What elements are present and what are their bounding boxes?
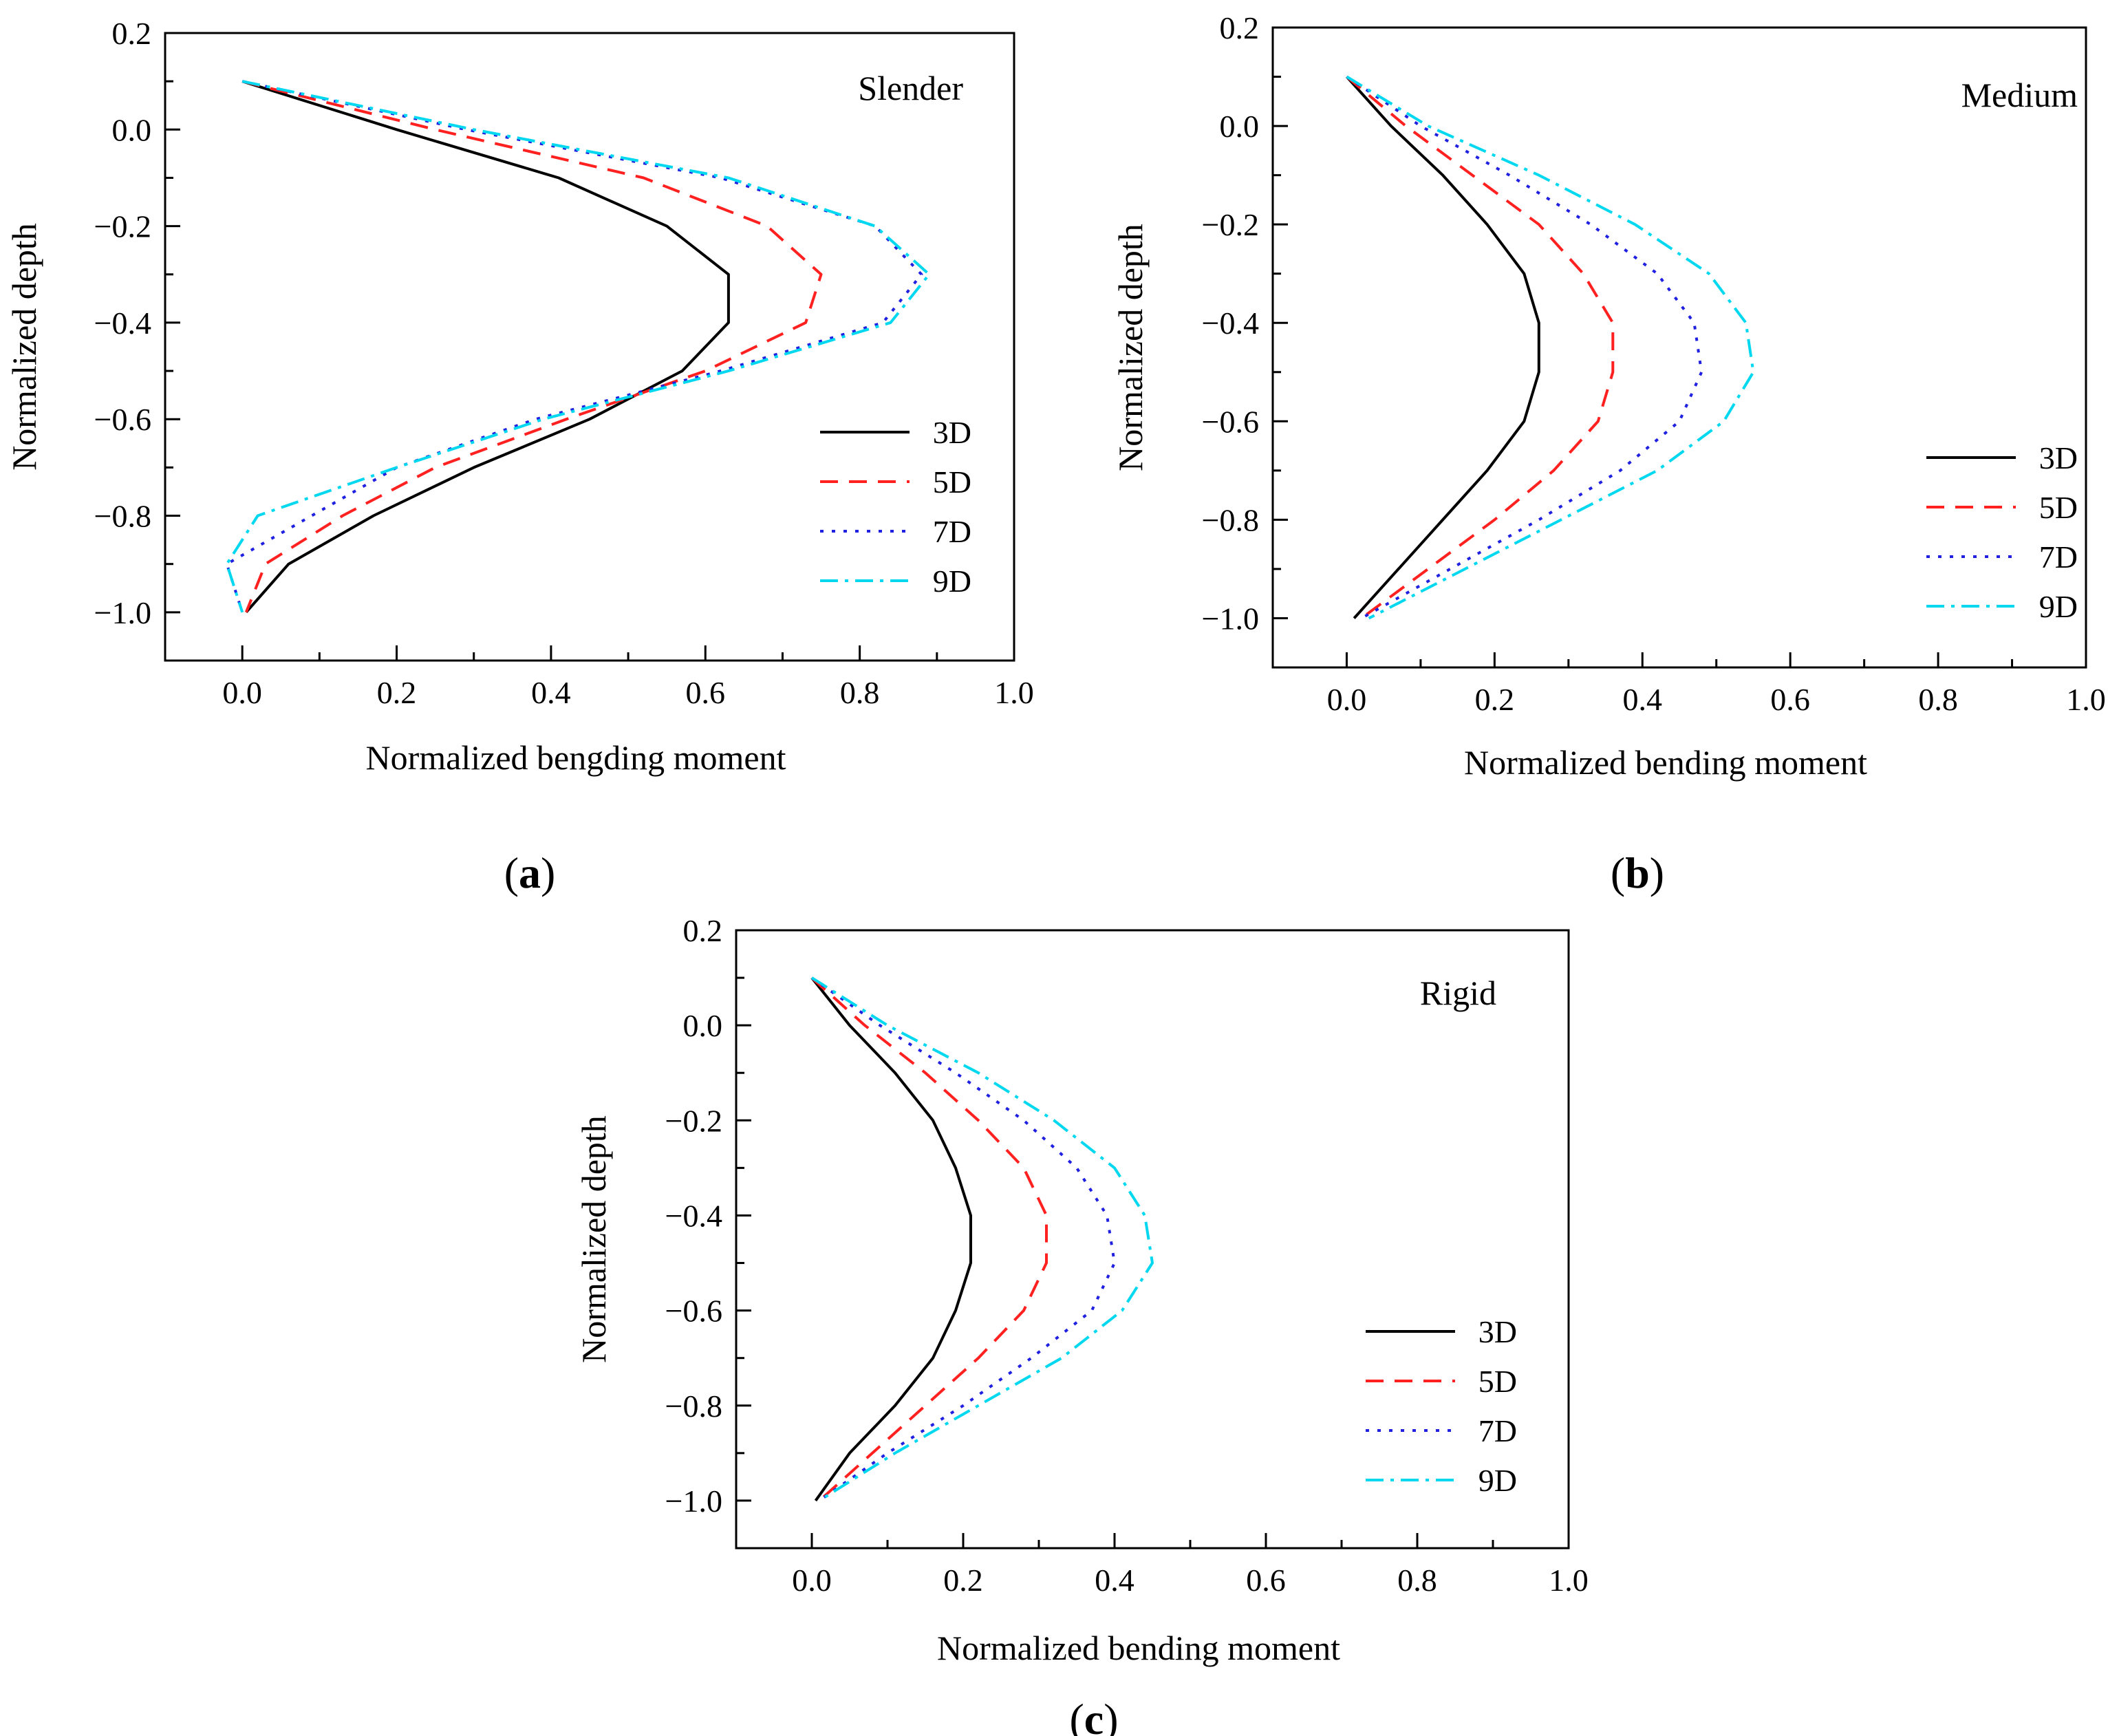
legend: 3D 5D 7D 9D: [1926, 440, 2078, 624]
y-tick-label: −0.2: [1202, 207, 1259, 242]
x-tick-label: 0.4: [1623, 682, 1663, 717]
x-tick-label: 0.6: [1246, 1563, 1286, 1598]
y-tick-label: 0.0: [1220, 109, 1260, 144]
y-tick-label: −0.2: [94, 209, 151, 244]
x-tick-label: 0.8: [840, 675, 880, 710]
panel-a: 0.0 0.2 0.4 0.6 0.8 1.0 0.2 0.0 −0.2 −0.4 −0.6 −0.8…: [5, 16, 1034, 897]
y-tick-label: −0.8: [665, 1389, 722, 1424]
y-axis-title: Normalized depth: [574, 1115, 613, 1363]
series-line-3D: [1346, 76, 1540, 619]
legend-label-5D: 5D: [2039, 490, 2078, 525]
x-tick-label: 1.0: [1549, 1563, 1589, 1598]
y-axis: 0.2 0.0 −0.2 −0.4 −0.6 −0.8 −1.0: [665, 913, 751, 1550]
y-axis-title: Normalized depth: [1111, 224, 1150, 471]
legend-label-3D: 3D: [1478, 1314, 1517, 1349]
legend-label-9D: 9D: [2039, 589, 2078, 624]
series-lines: [1346, 75, 1755, 620]
x-tick-label: 0.8: [1918, 682, 1958, 717]
x-tick-label: 0.6: [1770, 682, 1810, 717]
panel-title: Medium: [1961, 76, 2078, 114]
series-line-9D: [810, 976, 1154, 1502]
x-axis: 0.0 0.2 0.4 0.6 0.8 1.0: [735, 1533, 1589, 1598]
series-lines: [810, 976, 1154, 1502]
plot-frame: [164, 32, 1015, 662]
x-tick-label: 1.0: [2066, 682, 2106, 717]
y-tick-label: 0.2: [112, 16, 152, 51]
legend-label-5D: 5D: [933, 464, 971, 500]
x-axis-title: Normalized bengding moment: [366, 738, 786, 777]
x-tick-label: 0.6: [686, 675, 726, 710]
y-tick-label: −1.0: [94, 595, 151, 630]
legend-label-3D: 3D: [2039, 440, 2078, 475]
series-line-7D: [810, 976, 1116, 1502]
x-tick-label: 0.2: [377, 675, 417, 710]
y-tick-label: −0.4: [665, 1198, 722, 1233]
legend-label-7D: 7D: [2039, 539, 2078, 575]
legend-label-7D: 7D: [1478, 1413, 1517, 1448]
series-line-7D: [225, 80, 923, 613]
y-tick-label: 0.0: [683, 1008, 723, 1043]
x-tick-label: 0.8: [1397, 1563, 1437, 1598]
x-tick-label: 0.4: [1095, 1563, 1134, 1598]
panel-label: (a): [504, 848, 556, 897]
legend-label-7D: 7D: [933, 514, 971, 549]
x-axis: 0.0 0.2 0.4 0.6 0.8 1.0: [1271, 652, 2106, 717]
y-tick-label: −0.8: [1202, 502, 1259, 537]
y-tick-label: −1.0: [665, 1483, 722, 1519]
series-line-5D: [241, 80, 823, 613]
legend-label-9D: 9D: [1478, 1463, 1517, 1498]
y-tick-label: −0.6: [1202, 404, 1259, 439]
y-tick-label: −0.4: [94, 306, 151, 341]
x-axis: 0.0 0.2 0.4 0.6 0.8 1.0: [164, 645, 1034, 710]
x-axis-title: Normalized bending moment: [937, 1629, 1340, 1667]
legend-label-3D: 3D: [933, 415, 971, 450]
x-tick-label: 0.2: [943, 1563, 983, 1598]
legend: 3D 5D 7D 9D: [820, 415, 971, 599]
series-line-9D: [225, 80, 931, 613]
legend: 3D 5D 7D 9D: [1366, 1314, 1517, 1498]
series-line-7D: [1346, 75, 1703, 620]
y-axis: 0.2 0.0 −0.2 −0.4 −0.6 −0.8 −1.0: [94, 16, 180, 662]
panel-label: (b): [1611, 848, 1664, 897]
x-axis-title: Normalized bending moment: [1464, 743, 1867, 782]
y-tick-label: −1.0: [1202, 601, 1259, 636]
y-tick-label: −0.8: [94, 499, 151, 534]
y-tick-label: −0.4: [1202, 306, 1259, 341]
legend-label-9D: 9D: [933, 564, 971, 599]
x-tick-label: 0.2: [1475, 682, 1515, 717]
x-tick-label: 0.4: [531, 675, 571, 710]
x-tick-label: 0.0: [792, 1563, 832, 1598]
y-axis-title: Normalized depth: [5, 223, 43, 471]
x-tick-label: 0.0: [222, 675, 262, 710]
x-tick-label: 1.0: [994, 675, 1034, 710]
y-tick-label: 0.2: [1220, 10, 1260, 45]
panel-b: 0.0 0.2 0.4 0.6 0.8 1.0 0.2 0.0 −0.2 −0.4 −0.6 −0.8…: [1111, 10, 2106, 897]
series-line-3D: [241, 80, 730, 614]
x-tick-label: 0.0: [1327, 682, 1367, 717]
y-axis: 0.2 0.0 −0.2 −0.4 −0.6 −0.8 −1.0: [1202, 10, 1288, 669]
y-tick-label: −0.6: [94, 402, 151, 437]
series-line-9D: [1346, 75, 1755, 620]
series-line-5D: [810, 976, 1048, 1502]
y-tick-label: −0.2: [665, 1103, 722, 1138]
panel-title: Slender: [858, 69, 963, 107]
y-tick-label: 0.2: [683, 913, 723, 948]
legend-label-5D: 5D: [1478, 1364, 1517, 1399]
panel-c: 0.0 0.2 0.4 0.6 0.8 1.0 0.2 0.0 −0.2 −0.4 −0.6 −0.8…: [574, 913, 1589, 1736]
plot-frame: [735, 929, 1570, 1550]
series-lines: [225, 80, 931, 614]
plot-frame: [1271, 26, 2087, 669]
panel-title: Rigid: [1420, 974, 1496, 1012]
series-line-5D: [1346, 75, 1615, 620]
panel-label: (c): [1069, 1695, 1118, 1736]
y-tick-label: −0.6: [665, 1294, 722, 1329]
series-line-3D: [810, 976, 972, 1502]
y-tick-label: 0.0: [112, 112, 152, 147]
